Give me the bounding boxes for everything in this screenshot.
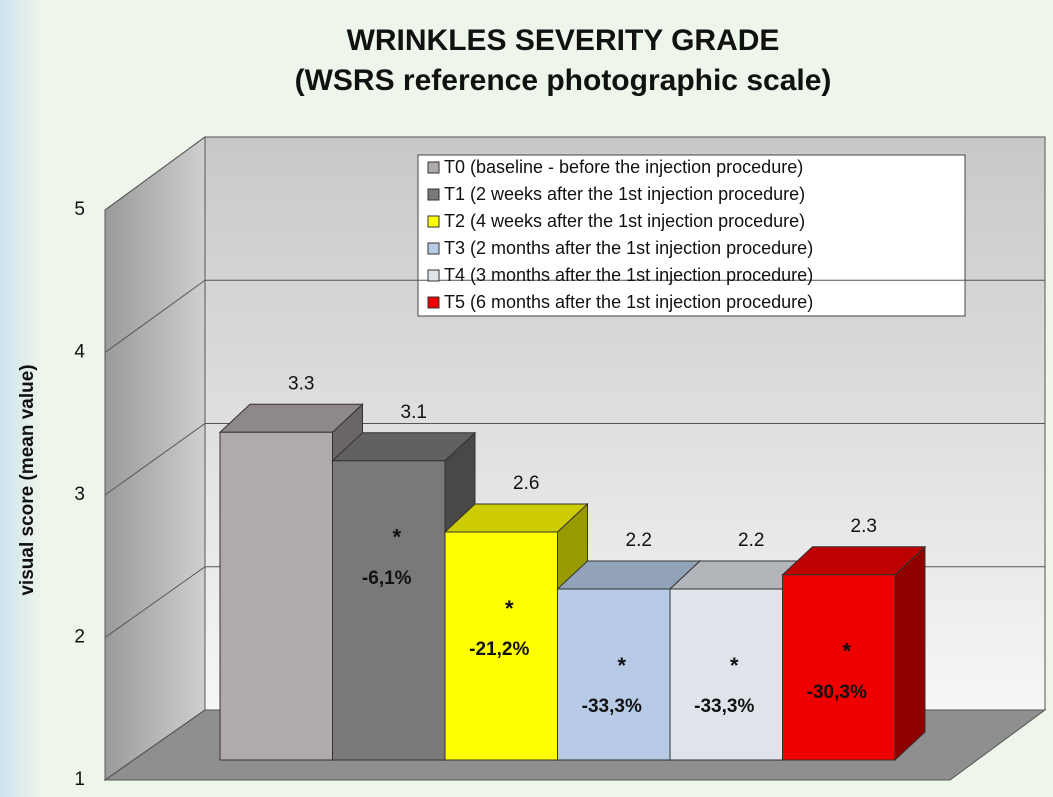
data-label: 2.3 (851, 516, 877, 537)
change-label: -30,3% (807, 682, 867, 703)
grid-line (104, 423, 206, 496)
bar (669, 588, 783, 761)
side-wall (104, 136, 206, 781)
significance-mark: * (730, 653, 739, 678)
legend (417, 154, 966, 317)
legend-swatch (427, 161, 440, 174)
legend-label: T2 (4 weeks after the 1st injection proc… (444, 211, 805, 231)
bar (557, 588, 671, 761)
legend-label: T5 (6 months after the 1st injection pro… (444, 292, 813, 312)
bar (782, 574, 896, 761)
legend-swatch (427, 188, 440, 201)
data-label: 3.1 (401, 402, 427, 423)
bar-side (894, 545, 926, 762)
legend-swatch (427, 242, 440, 255)
bar (219, 431, 333, 761)
chart-subtitle: (WSRS reference photographic scale) (295, 64, 832, 97)
change-label: -33,3% (582, 696, 642, 717)
data-label: 2.2 (626, 530, 652, 551)
significance-mark: * (617, 653, 626, 678)
legend-swatch (427, 296, 440, 309)
y-tick-label: 4 (74, 342, 85, 363)
change-label: -6,1% (362, 568, 412, 589)
significance-mark: * (392, 525, 401, 550)
data-label: 2.6 (513, 473, 539, 494)
y-tick-label: 5 (74, 199, 85, 220)
legend-label: T0 (baseline - before the injection proc… (444, 157, 803, 177)
y-tick-label: 1 (74, 769, 85, 790)
y-axis-label: visual score (mean value) (17, 364, 38, 595)
grid-line (104, 709, 206, 781)
grid-line (104, 279, 206, 353)
y-tick-label: 3 (74, 484, 85, 505)
legend-label: T3 (2 months after the 1st injection pro… (444, 238, 813, 258)
data-label: 3.3 (288, 373, 314, 394)
grid-line (104, 566, 206, 638)
significance-mark: * (842, 639, 851, 664)
legend-swatch (427, 269, 440, 282)
grid-line (104, 136, 206, 211)
significance-mark: * (505, 596, 514, 621)
change-label: -21,2% (469, 639, 529, 660)
y-tick-label: 2 (74, 627, 85, 648)
legend-label: T4 (3 months after the 1st injection pro… (444, 265, 813, 285)
bar (332, 460, 446, 761)
bar (444, 531, 558, 761)
change-label: -33,3% (694, 696, 754, 717)
chart-title: WRINKLES SEVERITY GRADE (347, 24, 780, 57)
legend-label: T1 (2 weeks after the 1st injection proc… (444, 184, 805, 204)
data-label: 2.2 (738, 530, 764, 551)
legend-swatch (427, 215, 440, 228)
